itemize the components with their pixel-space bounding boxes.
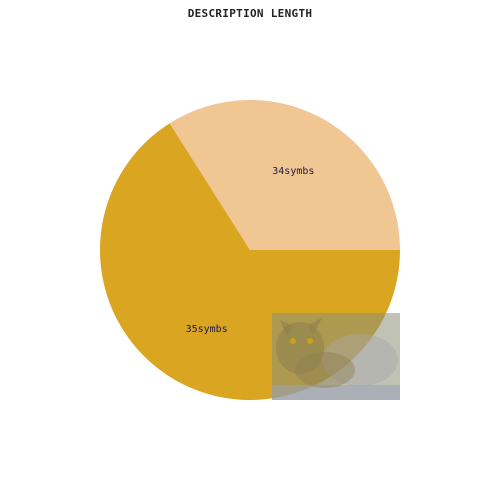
slice-label-2: 35symbs [186,324,228,335]
chart-title: DESCRIPTION LENGTH [187,7,313,20]
slice-label-1: 34symbs [272,166,314,177]
cat-photo-icon [272,313,400,400]
pie-slice-1 [169,100,400,250]
pie-labels: 34symbs 35symbs [186,166,315,335]
